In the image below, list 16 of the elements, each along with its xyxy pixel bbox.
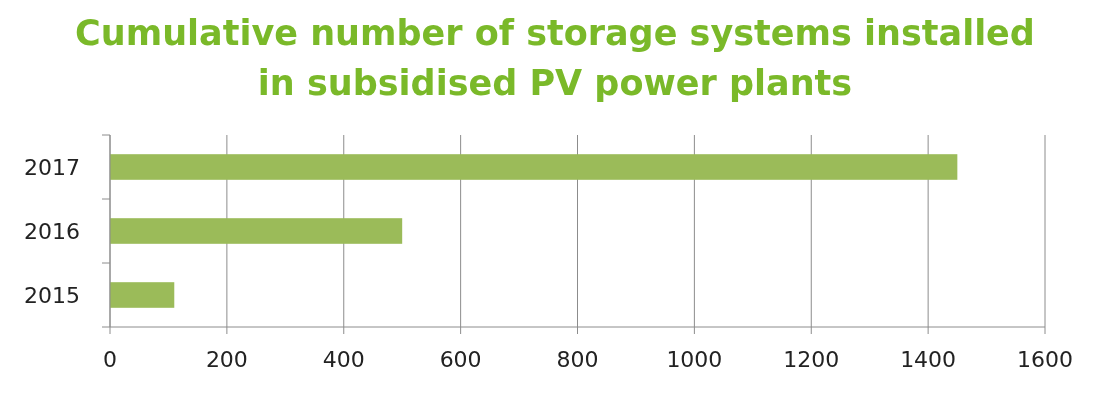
x-tick-label: 1600 <box>1017 347 1073 372</box>
x-tick-label: 1000 <box>666 347 723 372</box>
x-tick-label: 600 <box>439 347 482 372</box>
x-tick-label: 0 <box>103 347 117 372</box>
x-tick-label: 1400 <box>900 347 957 372</box>
y-tick-label: 2016 <box>24 218 80 244</box>
bar <box>110 218 403 244</box>
x-tick-label: 400 <box>322 347 365 372</box>
bar <box>110 154 958 180</box>
bar <box>110 282 175 308</box>
x-tick-label: 1200 <box>783 347 840 372</box>
y-tick-label: 2015 <box>24 282 80 308</box>
x-tick-label: 800 <box>556 347 599 372</box>
y-tick-label: 2017 <box>24 154 80 180</box>
chart-title: Cumulative number of storage systems installed in subsidised PV power plants <box>75 13 1035 103</box>
x-tick-label: 200 <box>205 347 248 372</box>
